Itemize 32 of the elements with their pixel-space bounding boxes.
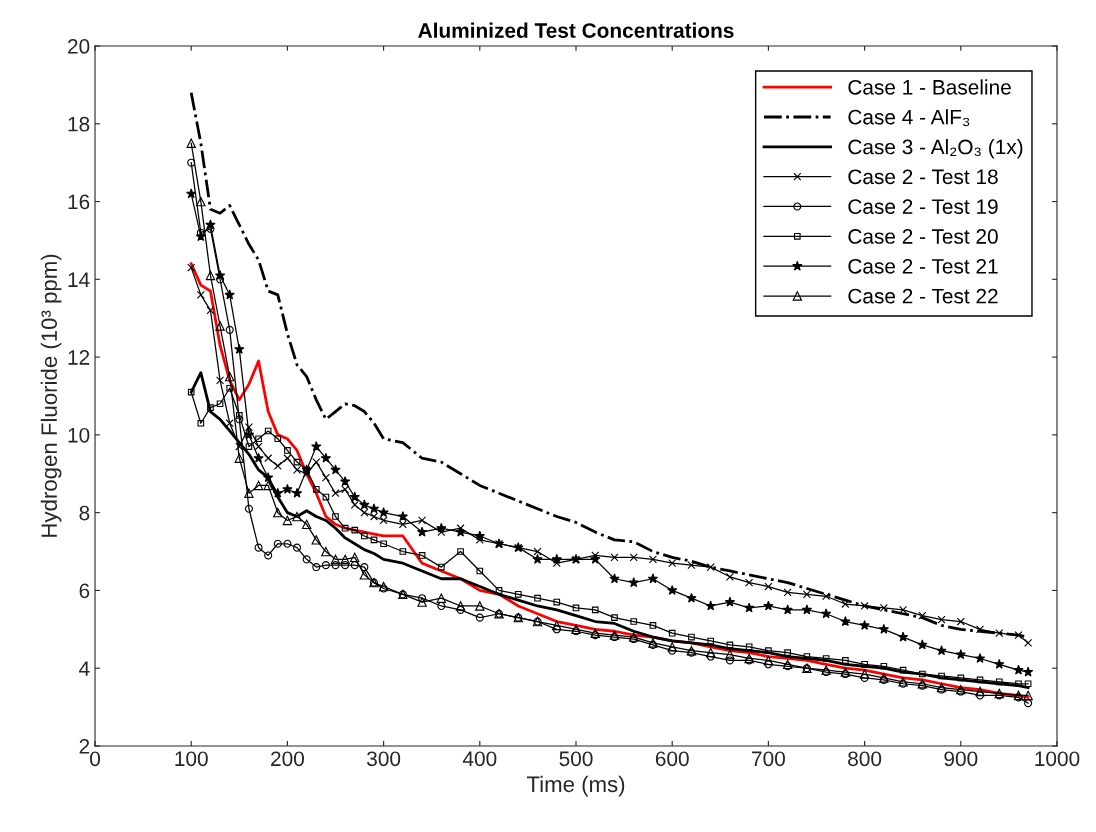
- x-tick-label: 500: [559, 751, 593, 767]
- y-axis-title: Hydrogen Fluoride (10³ ppm): [40, 254, 62, 537]
- y-tick-label: 20: [68, 39, 90, 54]
- y-tick-label: 12: [68, 350, 90, 365]
- legend-label: Case 2 - Test 18: [848, 169, 998, 185]
- x-tick-label: 200: [271, 751, 304, 767]
- legend-label: Case 2 - Test 20: [848, 229, 998, 244]
- legend-label: Case 2 - Test 22: [848, 288, 998, 304]
- y-tick-label: 14: [68, 272, 90, 287]
- legend-label: Case 2 - Test 19: [848, 199, 998, 214]
- x-tick-label: 100: [175, 751, 208, 767]
- legend-label: Case 2 - Test 21: [848, 258, 998, 274]
- y-tick-label: 2: [79, 738, 90, 754]
- y-tick-label: 6: [79, 583, 90, 599]
- x-tick-label: 0: [90, 751, 100, 767]
- y-tick-label: 10: [68, 427, 90, 443]
- y-tick-label: 4: [79, 661, 90, 676]
- legend-label: Case 4 - AlF₃: [848, 109, 970, 127]
- x-tick-label: 400: [462, 751, 497, 767]
- chart-title: Aluminized Test Concentrations: [418, 22, 734, 38]
- x-tick-label: 300: [367, 751, 401, 767]
- x-tick-label: 800: [848, 751, 882, 767]
- legend-label: Case 1 - Baseline: [848, 79, 1011, 95]
- x-tick-label: 700: [752, 751, 785, 767]
- x-tick-label: 900: [944, 751, 978, 767]
- x-tick-label: 1000: [1035, 751, 1080, 767]
- y-tick-label: 8: [79, 505, 90, 521]
- y-tick-label: 16: [68, 194, 90, 210]
- x-axis-title: Time (ms): [526, 775, 625, 797]
- legend-label: Case 3 - Al₂O₃ (1x): [848, 139, 1023, 159]
- y-tick-label: 18: [68, 116, 90, 132]
- x-tick-label: 600: [655, 751, 689, 767]
